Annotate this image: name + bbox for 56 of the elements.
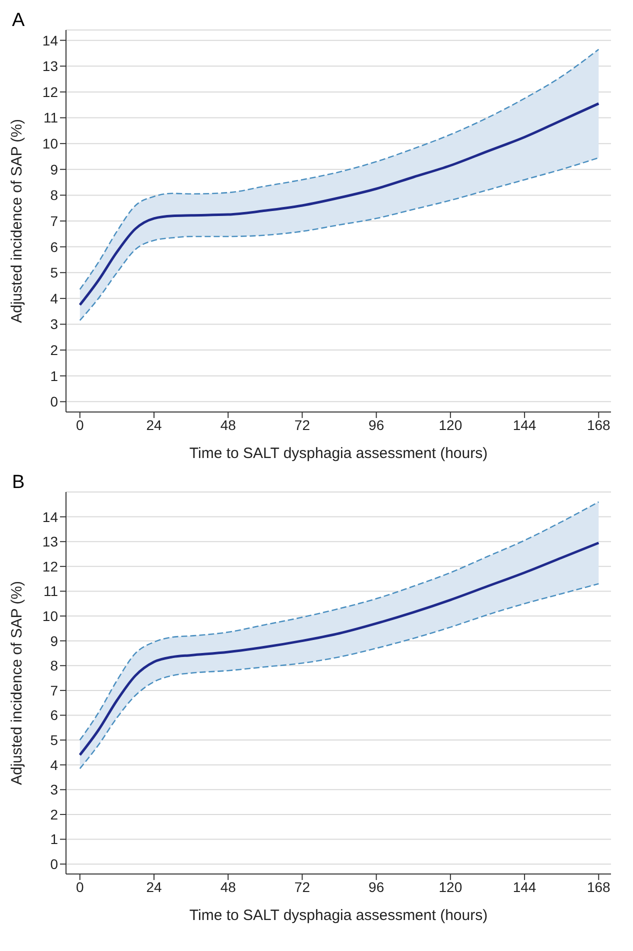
x-axis-title: Time to SALT dysphagia assessment (hours) [189,445,488,462]
y-tick-label: 6 [50,238,58,255]
x-tick-label: 144 [512,416,536,433]
y-tick-label: 4 [50,290,58,306]
x-tick-label: 168 [586,416,611,433]
line-series [79,157,600,322]
y-tick-label: 6 [50,707,58,724]
y-tick-label: 14 [42,32,58,48]
x-tick-label: 96 [368,416,384,433]
y-tick-label: 3 [50,782,58,798]
y-tick-label: 12 [42,558,58,574]
y-tick-label: 5 [50,732,58,748]
y-tick-label: 0 [50,856,58,872]
y-tick-label: 9 [50,161,58,178]
x-tick-label: 96 [368,878,384,895]
y-tick-label: 4 [50,756,58,773]
x-tick-label: 24 [146,416,162,433]
y-tick-label: 10 [42,608,58,624]
y-tick-label: 14 [42,508,58,525]
x-axis-title: Time to SALT dysphagia assessment (hours) [189,907,488,924]
y-tick-label: 0 [50,394,58,410]
y-tick-label: 2 [50,342,58,358]
y-tick-label: 11 [43,110,58,126]
y-axis-title: Adjusted incidence of SAP (%) [8,118,26,324]
y-tick-label: 13 [42,534,58,550]
y-tick-label: 10 [42,136,58,152]
y-tick-label: 11 [43,583,58,600]
x-tick-label: 72 [294,878,310,895]
x-tick-label: 48 [220,878,236,895]
x-tick-label: 120 [438,416,462,433]
y-tick-label: 8 [50,658,58,674]
line-series [78,102,600,306]
x-tick-label: 48 [220,416,236,433]
y-tick-label: 5 [50,264,58,281]
y-tick-label: 7 [50,212,58,229]
y-tick-label: 12 [42,84,58,100]
x-tick-label: 144 [512,878,536,895]
chart-title: B [12,472,25,494]
x-tick-label: 0 [76,416,84,433]
x-tick-label: 0 [76,878,84,895]
x-tick-label: 168 [586,878,611,895]
line-series [78,542,600,756]
chart-title: A [12,10,25,32]
x-tick-label: 120 [438,878,462,895]
x-tick-label: 72 [294,416,310,433]
y-tick-label: 9 [50,632,58,649]
y-tick-label: 13 [42,58,58,74]
line-series [79,583,600,770]
y-tick-label: 7 [50,682,58,698]
y-tick-label: 2 [50,806,58,822]
y-tick-label: 1 [50,831,58,848]
x-tick-label: 24 [146,878,162,895]
y-axis-title: Adjusted incidence of SAP (%) [8,580,26,786]
y-tick-label: 3 [50,316,58,332]
y-tick-label: 1 [50,368,58,384]
y-tick-label: 8 [50,187,58,204]
